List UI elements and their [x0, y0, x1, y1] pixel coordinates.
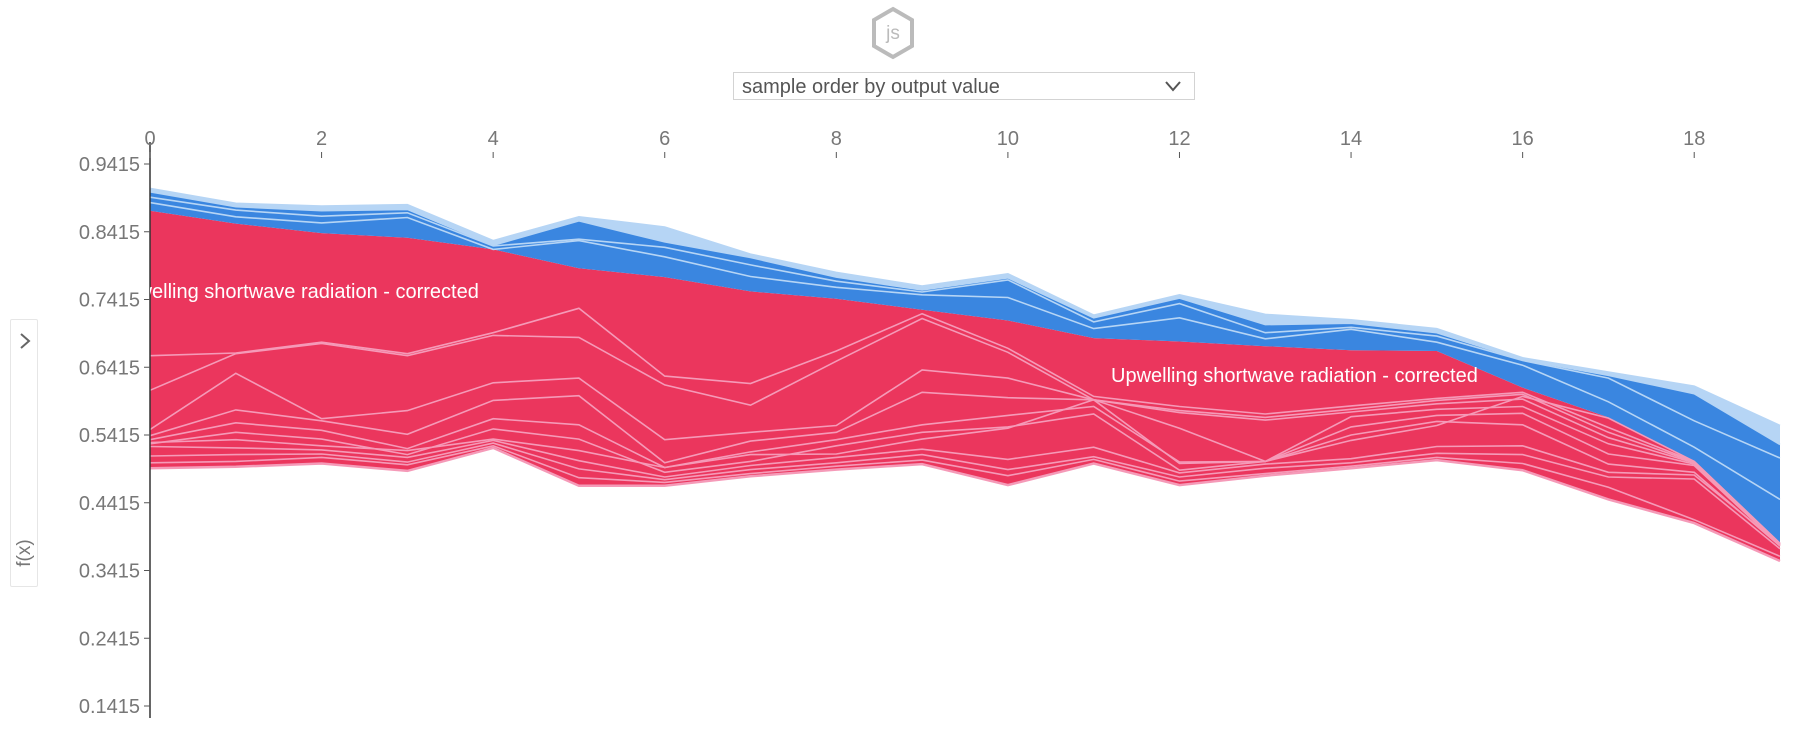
feature-label-right: Upwelling shortwave radiation - correcte…	[1111, 365, 1478, 387]
negative-boundary-line-4	[149, 187, 1781, 427]
feature-label-left: Upwelling shortwave radiation - correcte…	[112, 281, 479, 303]
x-tick-label: 6	[659, 128, 670, 150]
positive-detail-line-3	[149, 369, 1781, 545]
x-tick-label: 12	[1168, 128, 1190, 150]
chart-feature-labels: Upwelling shortwave radiation - correcte…	[112, 281, 1478, 387]
js-logo-icon: js	[872, 6, 914, 60]
x-tick-label: 16	[1512, 128, 1534, 150]
negative-boundary-line-3	[149, 191, 1781, 446]
x-tick-label: 2	[316, 128, 327, 150]
chart-axes: 0.9415 0.8415 0.7415 0.6415 0.5415 0.4415 0.34…	[79, 128, 1705, 718]
x-tick-label: 0	[144, 128, 155, 150]
positive-area-0	[150, 445, 1780, 561]
sample-order-select-value: sample order by output value	[742, 76, 1000, 98]
y-tick-label: 0.4415	[79, 493, 140, 515]
y-tick-label: 0.8415	[79, 222, 140, 244]
y-tick-label: 0.3415	[79, 561, 140, 583]
positive-area-4	[150, 210, 1780, 544]
chevron-down-icon	[1165, 81, 1181, 92]
chevron-right-icon	[20, 333, 31, 349]
positive-detail-line-5	[149, 307, 1781, 544]
x-tick-label: 18	[1683, 128, 1705, 150]
positive-detail-line-1	[149, 405, 1781, 546]
y-tick-label: 0.9415	[79, 154, 140, 176]
positive-detail-line-2	[149, 391, 1781, 546]
y-tick-label: 0.5415	[79, 425, 140, 447]
negative-boundary-line-1	[149, 201, 1781, 501]
positive-boundary-line-4	[149, 395, 1781, 544]
positive-boundary-line-3	[149, 439, 1781, 545]
y-tick-label: 0.7415	[79, 290, 140, 312]
chart-boundary-lines	[149, 187, 1781, 563]
ylabel-selector-toggle[interactable]: f(x)	[10, 319, 38, 587]
js-logo-text: js	[885, 23, 900, 44]
negative-boundary-line-2	[149, 196, 1781, 459]
positive-detail-line-4	[149, 317, 1781, 544]
positive-boundary-line-0	[149, 446, 1781, 563]
y-tick-label: 0.1415	[79, 696, 140, 718]
sample-order-select[interactable]: sample order by output value	[733, 72, 1195, 100]
x-tick-label: 4	[488, 128, 499, 150]
positive-detail-line-0	[149, 413, 1781, 547]
x-tick-label: 10	[997, 128, 1019, 150]
x-tick-label: 8	[831, 128, 842, 150]
positive-boundary-line-1	[149, 444, 1781, 558]
y-tick-label: 0.2415	[79, 628, 140, 650]
x-tick-label: 14	[1340, 128, 1362, 150]
y-tick-label: 0.6415	[79, 357, 140, 379]
positive-boundary-line-2	[149, 442, 1781, 550]
